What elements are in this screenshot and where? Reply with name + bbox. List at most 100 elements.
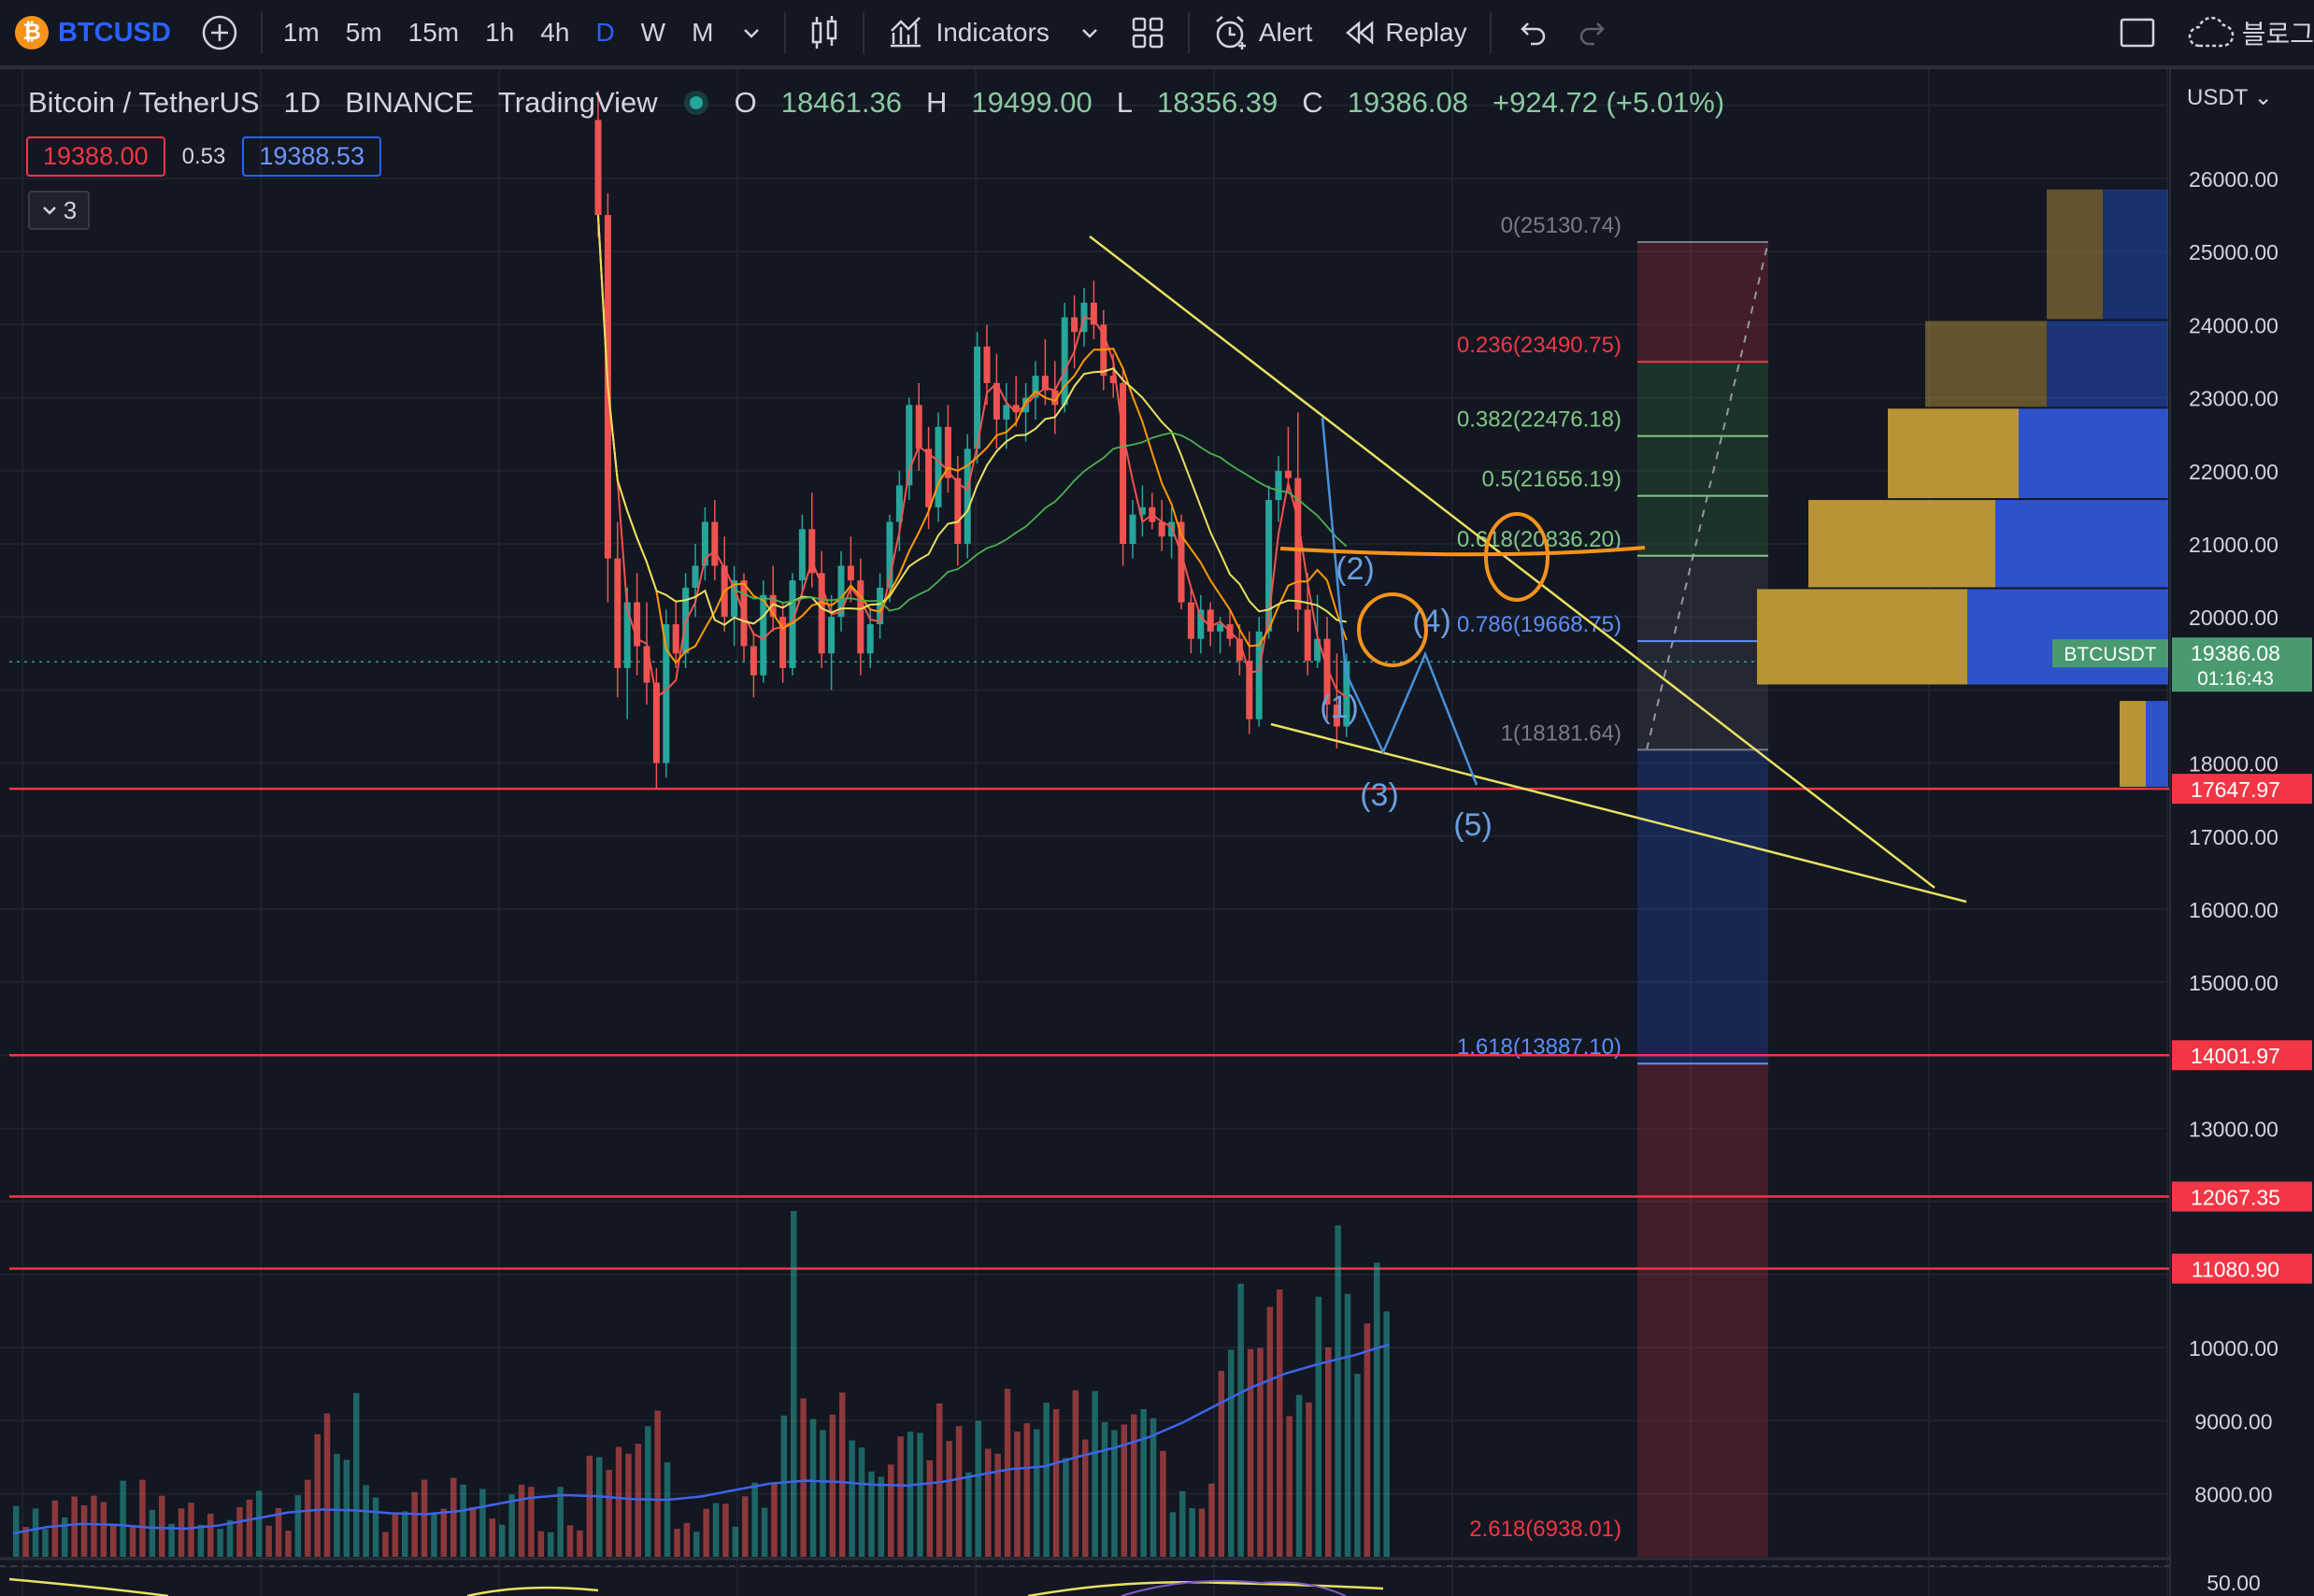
redo-button[interactable]: [1563, 0, 1626, 65]
timeframe-m[interactable]: M: [692, 18, 714, 47]
volume-bar: [878, 1476, 885, 1557]
volume-bar: [791, 1211, 797, 1557]
legend-title: Bitcoin / TetherUS: [28, 86, 260, 119]
volume-bar: [868, 1471, 875, 1557]
compare-symbol-button[interactable]: [186, 0, 253, 65]
price-chart[interactable]: 0(25130.74) 0.236(23490.75) 0.382(22476.18…: [0, 69, 2314, 1596]
timeframe-d[interactable]: D: [595, 18, 615, 47]
volume-bar: [586, 1455, 593, 1557]
undo-button[interactable]: [1499, 0, 1563, 65]
candle-up: [1032, 376, 1039, 398]
volume-bar: [188, 1503, 194, 1557]
volume-profile-bar-up: [1757, 589, 1967, 685]
indicators-dropdown[interactable]: [1064, 0, 1115, 65]
volume-bar: [1237, 1283, 1244, 1557]
plus-circle-icon: [202, 15, 237, 50]
layout-button[interactable]: [1115, 0, 1180, 65]
chart-type-button[interactable]: [793, 0, 855, 65]
volume-bar: [71, 1496, 78, 1557]
alert-button[interactable]: Alert: [1197, 0, 1328, 65]
timeframe-w[interactable]: W: [640, 18, 666, 47]
chevron-down-icon: [1081, 29, 1097, 38]
volume-bar: [508, 1494, 515, 1557]
indicators-collapse-button[interactable]: 3: [28, 191, 90, 230]
candle-down: [769, 594, 777, 618]
volume-profile-bar-down: [2047, 321, 2168, 407]
timeframe-1h[interactable]: 1h: [485, 18, 515, 47]
timeframe-15m[interactable]: 15m: [407, 18, 460, 47]
open-key: O: [734, 86, 757, 119]
candle-down: [1090, 302, 1097, 325]
volume-bar: [654, 1410, 661, 1557]
volume-bar: [1160, 1450, 1166, 1557]
bar-countdown: 01:16:43: [2197, 668, 2274, 690]
volume-bar: [1266, 1306, 1274, 1557]
volume-bar: [197, 1524, 205, 1557]
volume-bar: [489, 1518, 496, 1557]
volume-bar: [392, 1513, 399, 1557]
volume-bar: [1014, 1432, 1021, 1557]
volume-bar: [1374, 1262, 1380, 1557]
candle-down: [1178, 521, 1185, 603]
symbol-search[interactable]: ₿ BTCUSD: [0, 0, 186, 65]
candle-down: [614, 558, 621, 668]
legend-source: TradingView: [498, 86, 658, 119]
volume-bar: [256, 1490, 263, 1557]
replay-button[interactable]: Replay: [1327, 0, 1481, 65]
candle-down: [925, 449, 933, 507]
fib-label: 2.618(6938.01): [1469, 1517, 1621, 1542]
fib-label: 0(25130.74): [1501, 213, 1621, 238]
price-line-label: 12067.35: [2191, 1186, 2280, 1210]
volume-bar: [159, 1495, 165, 1557]
price-axis-tick: 50.00: [2207, 1571, 2261, 1595]
volume-bar: [246, 1499, 253, 1557]
fib-label: 0.5(21656.19): [1482, 467, 1621, 492]
candle-up: [974, 346, 981, 449]
price-axis-tick: 15000.00: [2189, 971, 2278, 995]
cloud-save-button[interactable]: 블로그: [2171, 0, 2314, 65]
low-key: L: [1116, 86, 1133, 119]
volume-profile-bar-up: [1808, 500, 1995, 588]
volume-bar: [294, 1495, 302, 1557]
volume-bar: [528, 1487, 535, 1557]
currency-selector[interactable]: USDT ⌄: [2187, 84, 2273, 111]
volume-bar: [411, 1491, 418, 1557]
chevron-down-icon: [744, 29, 760, 38]
highlight-circle: [1357, 592, 1428, 667]
volume-bar: [1179, 1490, 1186, 1557]
volume-bar: [1277, 1290, 1283, 1557]
candle-up: [1255, 631, 1263, 720]
volume-bar: [1247, 1348, 1254, 1557]
volume-profile-bar-up: [2120, 701, 2146, 787]
candle-up: [798, 529, 806, 581]
volume-bar: [236, 1506, 243, 1557]
buy-price-button[interactable]: 19388.53: [242, 136, 381, 177]
candles-icon: [812, 16, 837, 49]
volume-bar: [1034, 1429, 1040, 1557]
oscillator-line: [8, 1577, 1384, 1596]
volume-bar: [343, 1460, 350, 1557]
chart-background: [0, 69, 2314, 1596]
fullscreen-button[interactable]: [2104, 0, 2171, 65]
volume-bar: [926, 1460, 934, 1557]
timeframe-dropdown[interactable]: [726, 0, 777, 65]
timeframe-4h[interactable]: 4h: [540, 18, 570, 47]
legend-interval: 1D: [283, 86, 321, 119]
candle-down: [1109, 376, 1117, 383]
bid-ask-panel: 19388.00 0.53 19388.53: [26, 136, 381, 177]
timeframe-5m[interactable]: 5m: [345, 18, 382, 47]
timeframe-1m[interactable]: 1m: [282, 18, 320, 47]
price-line-label-bg: [2172, 774, 2312, 805]
price-axis-tick: 8000.00: [2194, 1483, 2272, 1507]
indicators-button[interactable]: Indicators: [872, 0, 1064, 65]
sell-price-button[interactable]: 19388.00: [26, 136, 165, 177]
volume-bar: [985, 1448, 992, 1557]
candle-down: [857, 580, 864, 654]
volume-bar: [946, 1441, 952, 1557]
fib-zone-red-lower: [1637, 1063, 1768, 1557]
price-axis-tick: 24000.00: [2189, 313, 2278, 337]
elliott-wave-path: [1321, 417, 1478, 786]
candle-up: [837, 565, 845, 618]
candle-up: [1061, 317, 1068, 406]
candle-down: [915, 405, 922, 449]
